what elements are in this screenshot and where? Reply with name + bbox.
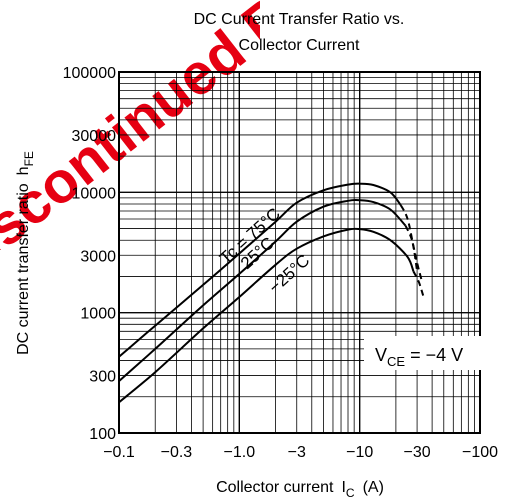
y-axis-label-sym: h [15,166,32,175]
tick-labels: −0.1 −0.3 −1.0 −3 −10 −30 −100 100 300 1000 3000 10… [63,65,499,461]
x-tick-label: −100 [462,444,498,461]
y-tick-label: 3000 [80,248,116,265]
x-axis-label-unit: (A) [363,479,384,496]
condition-label: VCE = −4 V [375,345,463,369]
y-axis-label: DC current transfer ratio hFE [15,151,36,355]
y-axis-label-main: DC current transfer ratio [15,183,32,355]
condition-rest: = −4 V [405,345,463,365]
series-line-1 [118,199,407,382]
y-tick-label: 1000 [80,306,116,323]
x-tick-label: −10 [346,444,373,461]
x-tick-label: −1.0 [224,444,256,461]
x-tick-label: −0.1 [103,444,135,461]
series-dashed-0 [399,204,419,272]
y-tick-label: 100000 [63,65,116,82]
y-axis-label-sub: FE [22,151,36,166]
x-tick-label: −30 [404,444,431,461]
plot-frame [118,71,481,434]
x-axis-label-sym: I [341,479,345,496]
x-axis-label-sub: C [346,486,355,500]
y-tick-label: 100 [89,426,116,443]
series-line-2 [118,227,415,404]
series-label-minus25: −25°C [265,251,313,297]
condition-sub: CE [387,354,405,369]
series-line-0 [118,182,402,358]
condition-box-bg [364,336,486,370]
chart-title: DC Current Transfer Ratio vs. [194,11,405,28]
series-dashed-2 [412,271,425,298]
chart-subtitle: Collector Current [239,37,360,54]
condition-box: VCE = −4 V [364,336,486,370]
condition-prefix: V [375,345,387,365]
y-tick-label: 30000 [72,128,117,145]
x-axis-label-main: Collector current [216,479,334,496]
y-tick-label: 300 [89,369,116,386]
x-axis-label: Collector current IC (A) [216,479,384,500]
y-tick-label: 10000 [72,185,117,202]
series-labels: Tc = 75°C 25°C −25°C [216,204,313,297]
series-dashed-1 [404,225,424,283]
curves [118,182,425,404]
x-tick-label: −0.3 [161,444,193,461]
x-tick-label: −3 [288,444,306,461]
